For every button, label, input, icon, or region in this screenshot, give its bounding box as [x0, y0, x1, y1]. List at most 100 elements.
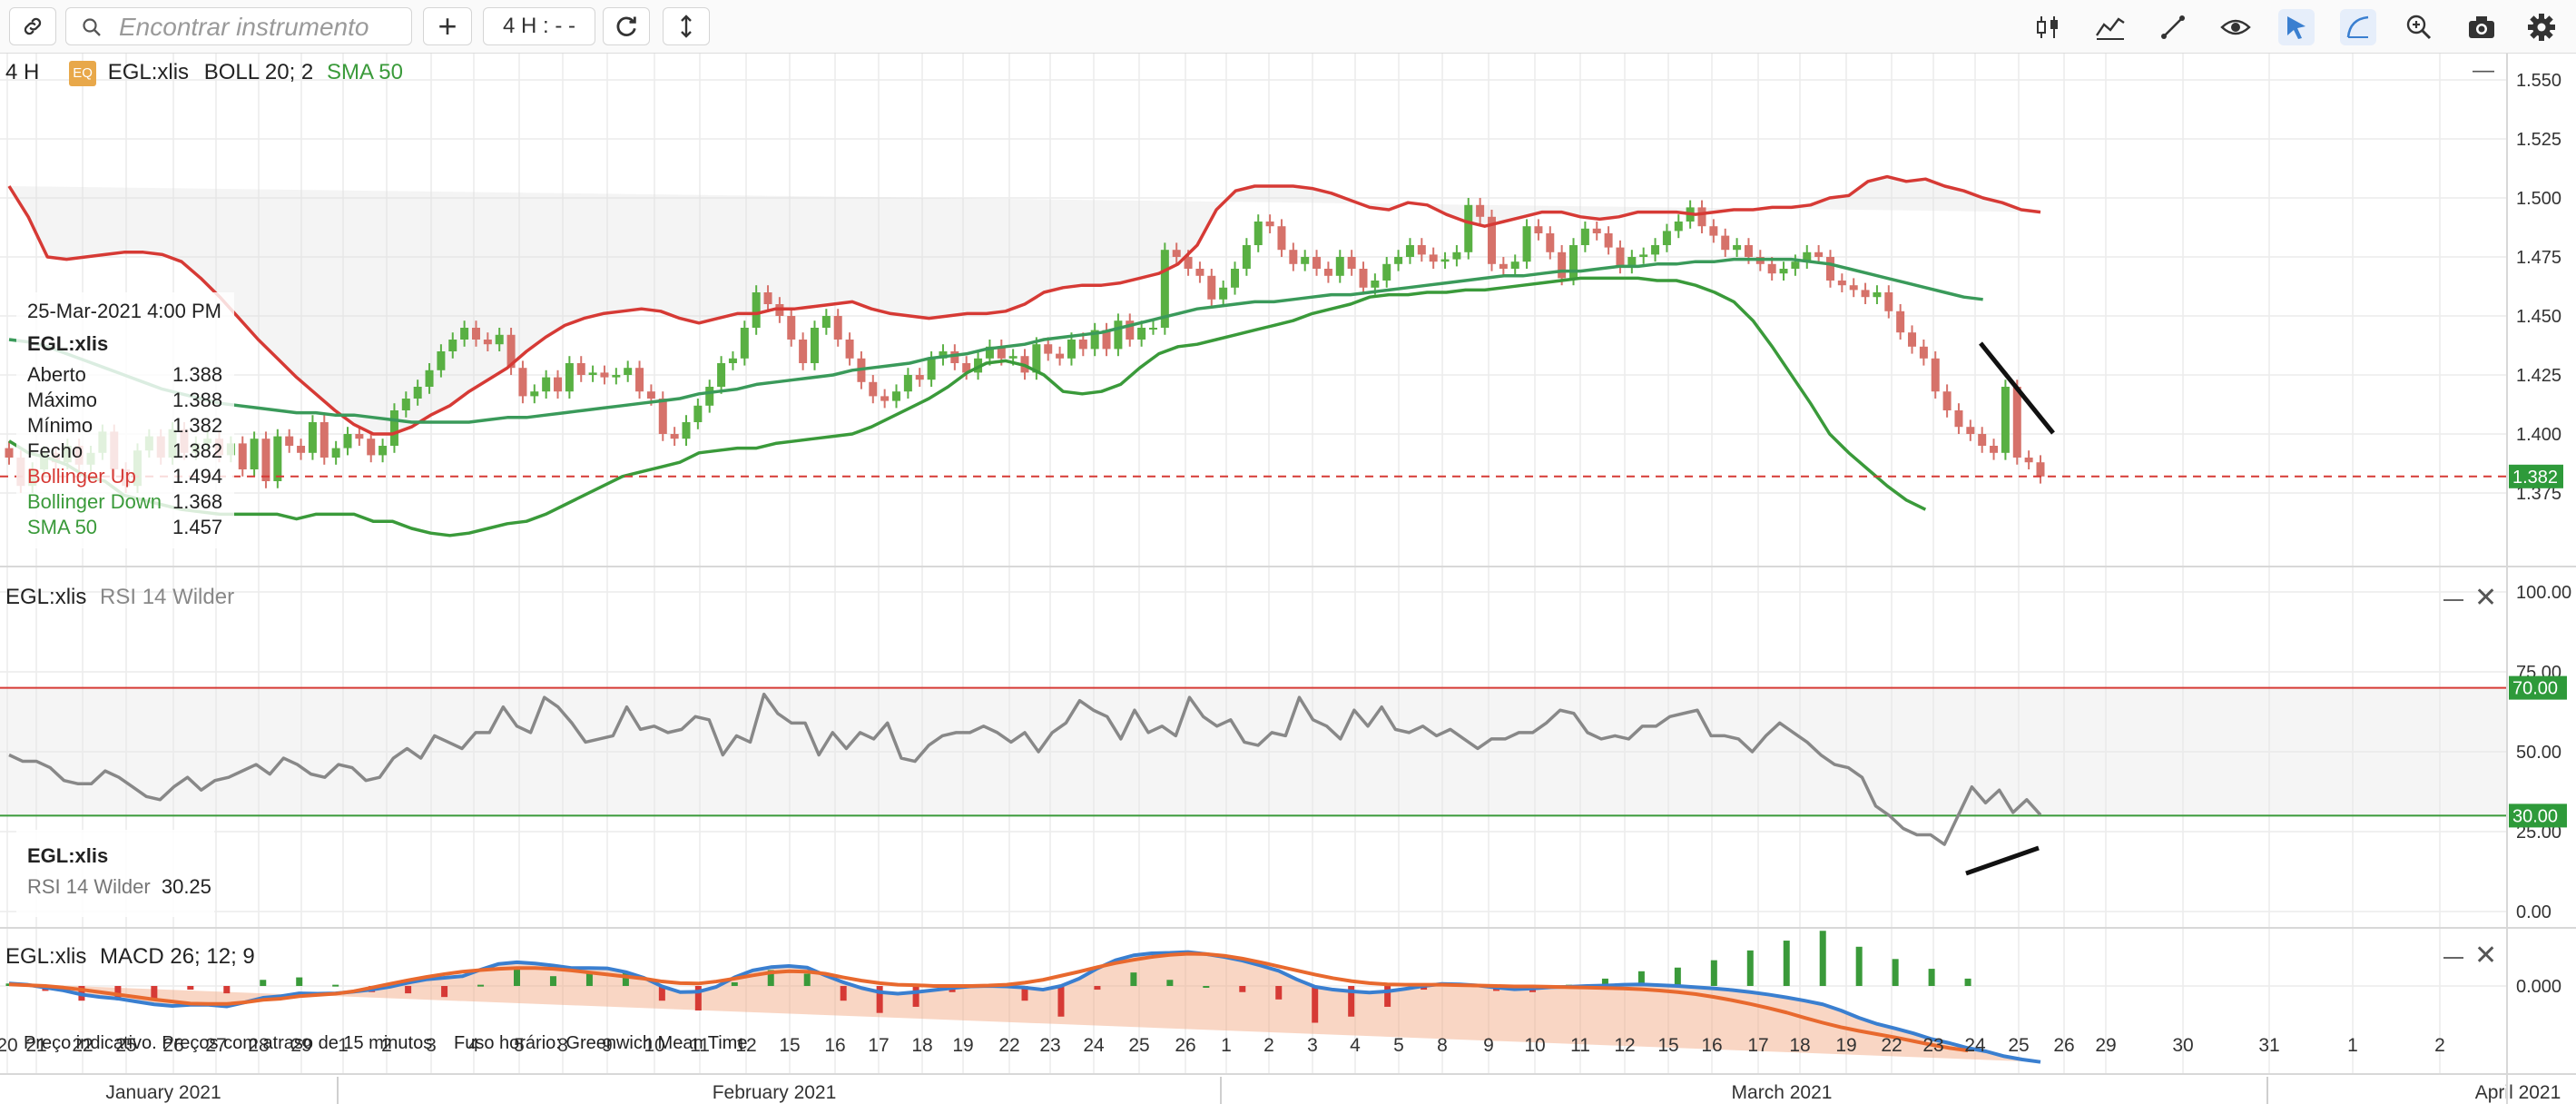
candle-body — [682, 422, 691, 439]
footer-timezone: Fuso horário: Greenwich Mean Time — [454, 1033, 748, 1053]
candle-body — [238, 443, 247, 469]
candle-body — [1861, 290, 1870, 298]
candle-body — [1569, 245, 1578, 279]
zoom-button[interactable] — [2401, 9, 2437, 45]
x-day-label: 24 — [1964, 1035, 1986, 1056]
candle-body — [1651, 245, 1660, 255]
interval-text: 4 H — [5, 60, 40, 84]
x-day-label: 5 — [1393, 1035, 1404, 1056]
indicators-button[interactable] — [2092, 9, 2129, 45]
gear-icon — [2528, 14, 2555, 41]
candle-body — [5, 448, 14, 458]
price-tick-label: 1.375 — [2516, 484, 2561, 504]
cursor-icon — [2287, 16, 2306, 39]
x-day-label: 2 — [381, 1035, 392, 1056]
add-symbol-button[interactable]: + — [423, 7, 472, 45]
visibility-button[interactable] — [2217, 9, 2254, 45]
macd-symbol[interactable]: EGL:xlis — [5, 944, 87, 969]
candle-body — [1825, 257, 1834, 281]
price-tick-label: 1.475 — [2516, 248, 2561, 268]
bollinger-band-fill — [9, 176, 2040, 434]
x-day-label: 2 — [2434, 1035, 2445, 1056]
x-day-label: 30 — [2172, 1035, 2193, 1056]
x-day-label: 22 — [1881, 1035, 1902, 1056]
symbol-label[interactable]: EGL:xlis — [107, 60, 190, 84]
price-collapse-button[interactable]: — — [2473, 58, 2494, 83]
macd-histogram-bar — [876, 986, 883, 1013]
candle-body — [530, 391, 539, 397]
macd-histogram-bar — [622, 972, 629, 986]
candle-body — [1978, 434, 1987, 446]
cursor-button[interactable] — [2278, 9, 2315, 45]
settings-button[interactable] — [2523, 9, 2560, 45]
candle-body — [927, 358, 936, 380]
rsi-close-icon[interactable]: ✕ — [2474, 583, 2498, 613]
candle-body — [1733, 245, 1742, 251]
refresh-button[interactable] — [603, 7, 650, 45]
price-tick-label: 1.400 — [2516, 425, 2561, 445]
rsi-lower-badge — [2509, 803, 2567, 828]
interval-select[interactable]: 4 H : - - — [483, 7, 595, 45]
x-day-label: 31 — [2258, 1035, 2279, 1056]
signal-line — [8, 951, 1969, 1053]
tooltip-symbol: EGL:xlis — [27, 332, 109, 355]
candle-body — [483, 340, 492, 345]
candle-body — [1534, 226, 1543, 233]
candle-body — [1510, 261, 1519, 269]
x-day-label: 23 — [1922, 1035, 1943, 1056]
candle-body — [1896, 310, 1905, 333]
candle-body — [1114, 320, 1123, 350]
candle-body — [763, 292, 772, 304]
macd-histogram-bar — [1094, 986, 1101, 991]
candle-body — [1102, 330, 1111, 350]
candle-body — [1008, 356, 1018, 359]
candle-body — [1160, 250, 1169, 328]
x-day-label: 29 — [290, 1035, 311, 1056]
price-tick-label: 1.500 — [2516, 189, 2561, 209]
sma-label[interactable]: SMA 50 — [326, 60, 403, 84]
candle-body — [261, 439, 270, 481]
macd-histogram-bar — [1275, 986, 1283, 1000]
x-day-label: 18 — [1789, 1035, 1810, 1056]
candle-body — [285, 436, 294, 446]
macd-histogram-bar — [1421, 986, 1428, 991]
screenshot-button[interactable] — [2463, 9, 2500, 45]
candle-body — [612, 375, 621, 378]
macd-histogram-bar — [1855, 946, 1863, 986]
macd-name[interactable]: MACD 26; 12; 9 — [100, 944, 255, 969]
search-box[interactable] — [65, 7, 412, 45]
candle-body — [448, 340, 457, 351]
x-month-label: April 2021 — [2475, 1082, 2561, 1103]
search-input[interactable] — [117, 12, 402, 43]
candle-body — [308, 422, 317, 453]
autoscale-button[interactable] — [663, 7, 710, 45]
candle-body — [1616, 247, 1625, 267]
candle-body — [2036, 462, 2045, 477]
rsi-symbol[interactable]: EGL:xlis — [5, 585, 87, 609]
rsi-minimize-button[interactable] — [2443, 599, 2463, 601]
candle-body — [401, 399, 410, 410]
candle-body — [658, 399, 667, 434]
price-legend: 4 H EQ EGL:xlis BOLL 20; 2 SMA 50 — [5, 60, 403, 86]
macd-histogram-bar — [1384, 986, 1391, 1007]
candle-body — [518, 368, 527, 397]
candle-body — [1184, 257, 1193, 269]
x-day-label: 25 — [115, 1035, 136, 1056]
rsi-name[interactable]: RSI 14 Wilder — [100, 585, 235, 609]
candle-body — [1137, 328, 1146, 340]
macd-histogram-bar — [694, 986, 702, 1010]
macd-minimize-button[interactable] — [2443, 957, 2463, 959]
boll-label[interactable]: BOLL 20; 2 — [203, 60, 314, 84]
draw-line-button[interactable] — [2155, 9, 2191, 45]
price-tick-label: 1.550 — [2516, 71, 2561, 91]
chart-type-button[interactable] — [2030, 9, 2066, 45]
candle-body — [1966, 427, 1975, 434]
candle-body — [1067, 340, 1076, 359]
candle-body — [833, 316, 842, 340]
curve-tool-button[interactable] — [2340, 9, 2376, 45]
x-day-label: 23 — [1039, 1035, 1060, 1056]
link-button[interactable] — [9, 7, 56, 45]
macd-close-icon[interactable]: ✕ — [2474, 941, 2498, 971]
plus-icon: + — [438, 7, 457, 44]
